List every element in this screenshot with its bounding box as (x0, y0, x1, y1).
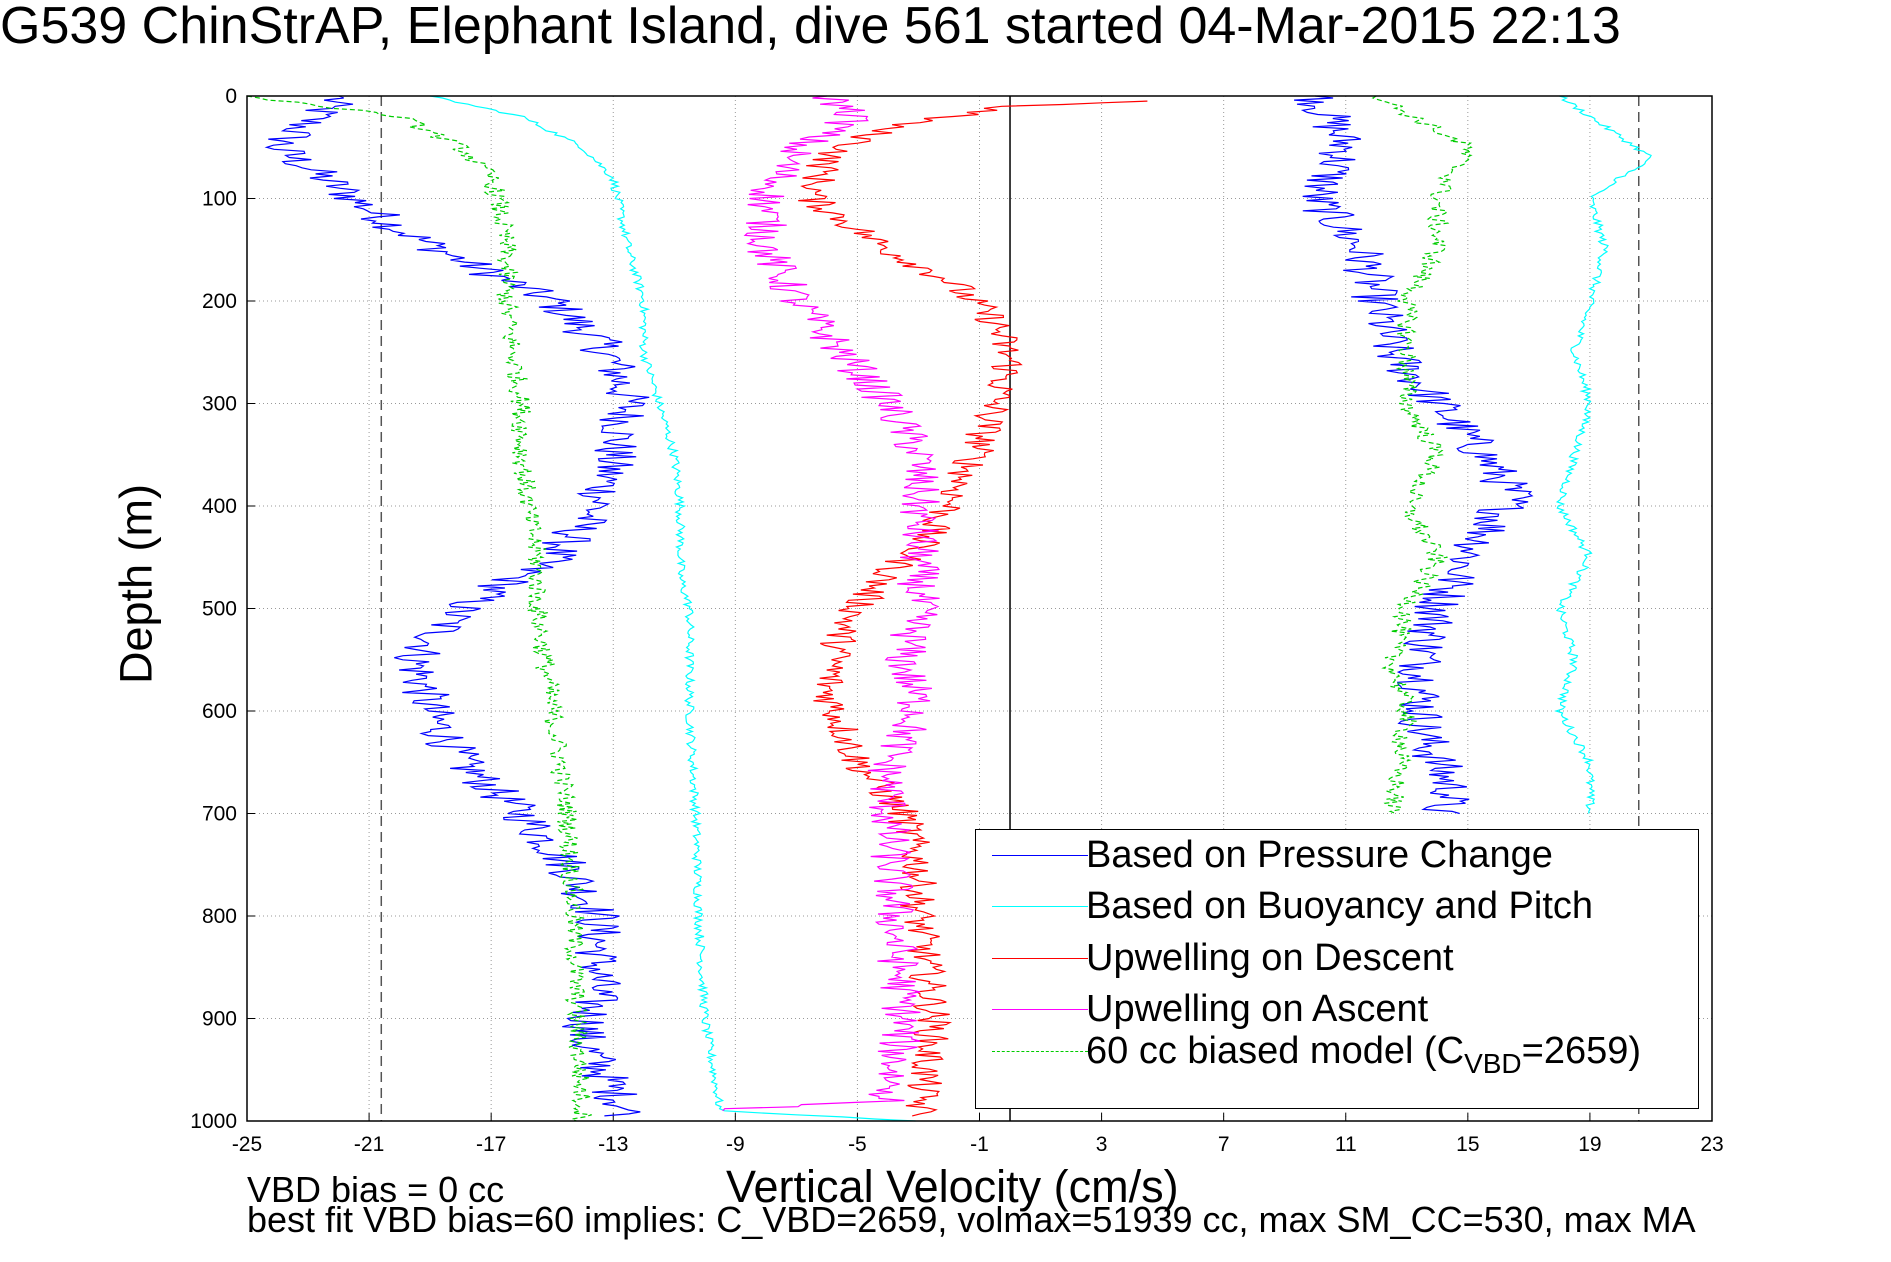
series-line (246, 95, 1474, 1122)
legend-swatch (992, 1051, 1088, 1052)
y-tick-label: 700 (202, 803, 237, 826)
vbd-bias-note: VBD bias = 0 cc (247, 1169, 505, 1210)
x-tick-label: -17 (476, 1133, 506, 1156)
legend-label: Based on Buoyancy and Pitch (1086, 885, 1594, 927)
plot-frame (246, 95, 1713, 1122)
legend: Based on Pressure Change Based on Buoyan… (975, 829, 1699, 1109)
y-tick-label: 100 (202, 188, 237, 211)
legend-swatch (992, 855, 1088, 856)
legend-item-pressure: Based on Pressure Change (976, 830, 1698, 880)
y-tick-label: 900 (202, 1008, 237, 1031)
legend-item-biased-model: 60 cc biased model (CVBD=2659) (976, 1026, 1698, 1079)
y-tick-label: 400 (202, 495, 237, 518)
legend-label: 60 cc biased model (CVBD=2659) (1086, 1030, 1642, 1079)
x-tick-label: 23 (1700, 1133, 1723, 1156)
legend-label: Upwelling on Ascent (1086, 988, 1429, 1030)
series-line (430, 95, 1652, 1122)
series-line (264, 95, 1534, 1117)
legend-item-upwelling-ascent: Upwelling on Ascent (976, 984, 1698, 1034)
x-tick-label: 11 (1335, 1133, 1357, 1156)
plot-area: -25 -21 -17 -13 -9 -5 -1 3 7 11 15 19 23010020030040… (190, 85, 1723, 1156)
x-tick-label: 3 (1096, 1133, 1108, 1156)
y-tick-label: 1000 (190, 1110, 237, 1133)
x-tick-label: 15 (1456, 1133, 1479, 1156)
chart-title: G539 ChinStrAP, Elephant Island, dive 56… (0, 0, 1621, 55)
y-axis-label: Depth (m) (110, 483, 162, 685)
y-tick-label: 0 (225, 85, 237, 108)
y-tick-label: 600 (202, 700, 237, 723)
x-tick-label: -9 (726, 1133, 745, 1156)
series-line (798, 100, 1148, 1117)
legend-swatch (992, 906, 1088, 907)
y-tick-label: 800 (202, 905, 237, 928)
x-tick-label: -21 (354, 1133, 384, 1156)
legend-item-upwelling-descent: Upwelling on Descent (976, 933, 1698, 983)
y-tick-label: 200 (202, 290, 237, 313)
y-tick-label: 300 (202, 393, 237, 416)
x-tick-label: -5 (848, 1133, 867, 1156)
legend-label: Based on Pressure Change (1086, 834, 1553, 876)
x-tick-label: -13 (598, 1133, 628, 1156)
legend-item-buoyancy: Based on Buoyancy and Pitch (976, 881, 1698, 931)
legend-label: Upwelling on Descent (1086, 937, 1454, 979)
legend-swatch (992, 1009, 1088, 1010)
x-axis-label: Vertical Velocity (cm/s) (726, 1161, 1179, 1212)
legend-swatch (992, 958, 1088, 959)
x-tick-label: 7 (1218, 1133, 1230, 1156)
y-tick-label: 500 (202, 598, 237, 621)
series-line (722, 95, 940, 1112)
best-fit-note: best fit VBD bias=60 implies: C_VBD=2659… (247, 1199, 1696, 1240)
x-tick-label: -1 (970, 1133, 989, 1156)
x-tick-label: -25 (232, 1133, 262, 1156)
x-tick-label: 19 (1578, 1133, 1601, 1156)
